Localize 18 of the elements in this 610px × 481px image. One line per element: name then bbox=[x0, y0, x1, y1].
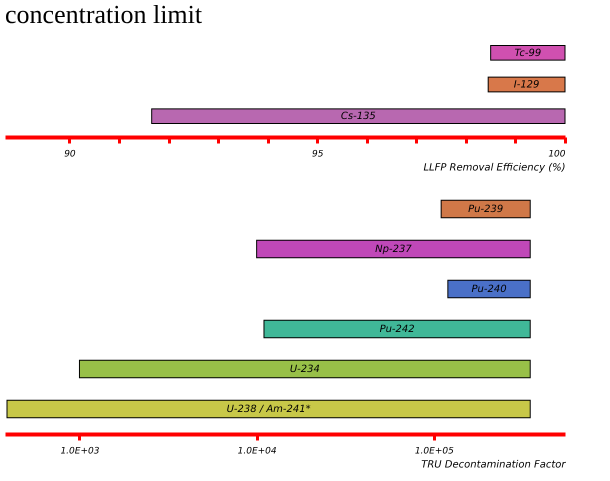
y-tick-label: U-234 bbox=[290, 364, 320, 375]
y-tick-label: I-129 bbox=[514, 80, 540, 90]
y-tick-label: Pu-240 bbox=[471, 284, 507, 295]
x-tick-label: 95 bbox=[312, 150, 324, 160]
y-tick-label: Cs-135 bbox=[340, 111, 376, 122]
x-tick-label: 1.0E+05 bbox=[414, 446, 454, 456]
y-tick-label: Tc-99 bbox=[514, 48, 542, 59]
x-tick-label: 100 bbox=[548, 150, 566, 160]
x-axis-title: TRU Decontamination Factor bbox=[421, 460, 566, 470]
y-tick-label: Pu-239 bbox=[468, 204, 504, 215]
x-tick-label: 1.0E+03 bbox=[60, 446, 100, 456]
chart-title: concentration limit bbox=[5, 0, 203, 29]
x-tick-label: 90 bbox=[64, 150, 76, 160]
y-tick-label: Pu-242 bbox=[380, 324, 415, 335]
x-tick-label: 1.0E+04 bbox=[238, 446, 277, 456]
y-tick-label: Np-237 bbox=[375, 244, 412, 255]
y-tick-label: U-238 / Am-241* bbox=[226, 404, 311, 415]
x-axis-title: LLFP Removal Efficiency (%) bbox=[423, 162, 566, 174]
